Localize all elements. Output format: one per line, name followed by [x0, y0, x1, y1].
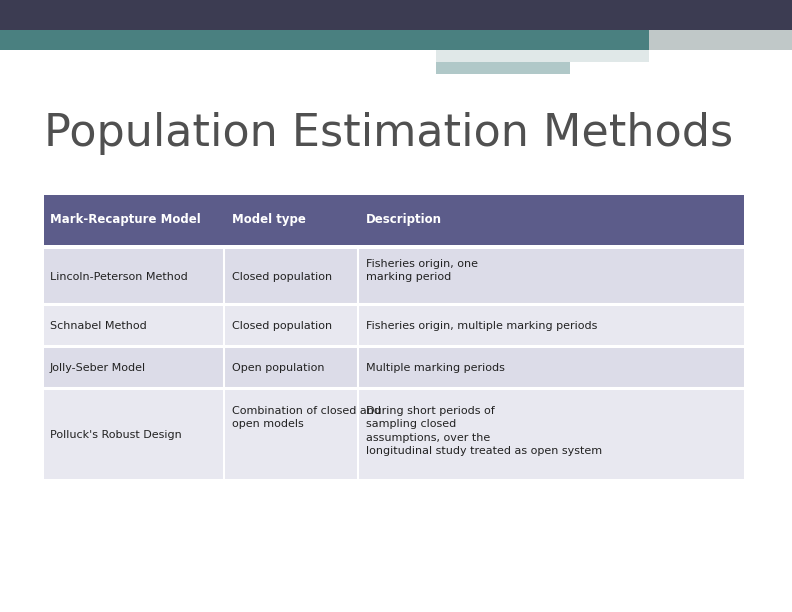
Text: Fisheries origin, one
marking period: Fisheries origin, one marking period — [367, 259, 478, 282]
Bar — [436, 62, 570, 74]
Text: Population Estimation Methods: Population Estimation Methods — [44, 112, 733, 155]
Text: Schnabel Method: Schnabel Method — [50, 321, 147, 331]
Text: Model type: Model type — [232, 214, 306, 226]
Text: Polluck's Robust Design: Polluck's Robust Design — [50, 430, 181, 440]
Text: Combination of closed and
open models: Combination of closed and open models — [232, 406, 381, 430]
Bar — [44, 390, 744, 480]
Text: Multiple marking periods: Multiple marking periods — [367, 363, 505, 373]
Bar — [436, 50, 649, 62]
Text: Mark-Recapture Model: Mark-Recapture Model — [50, 214, 200, 226]
Text: Closed population: Closed population — [232, 272, 332, 282]
Bar — [44, 306, 744, 346]
Bar — [0, 0, 792, 30]
Text: Fisheries origin, multiple marking periods: Fisheries origin, multiple marking perio… — [367, 321, 598, 331]
Text: During short periods of
sampling closed
assumptions, over the
longitudinal study: During short periods of sampling closed … — [367, 406, 603, 456]
Text: Open population: Open population — [232, 363, 324, 373]
Bar — [0, 30, 649, 50]
Bar — [649, 30, 792, 50]
Text: Closed population: Closed population — [232, 321, 332, 331]
Text: Jolly-Seber Model: Jolly-Seber Model — [50, 363, 146, 373]
Text: Lincoln-Peterson Method: Lincoln-Peterson Method — [50, 272, 188, 282]
Bar — [44, 249, 744, 304]
Bar — [44, 348, 744, 388]
Bar — [44, 195, 744, 245]
Text: Description: Description — [367, 214, 443, 226]
